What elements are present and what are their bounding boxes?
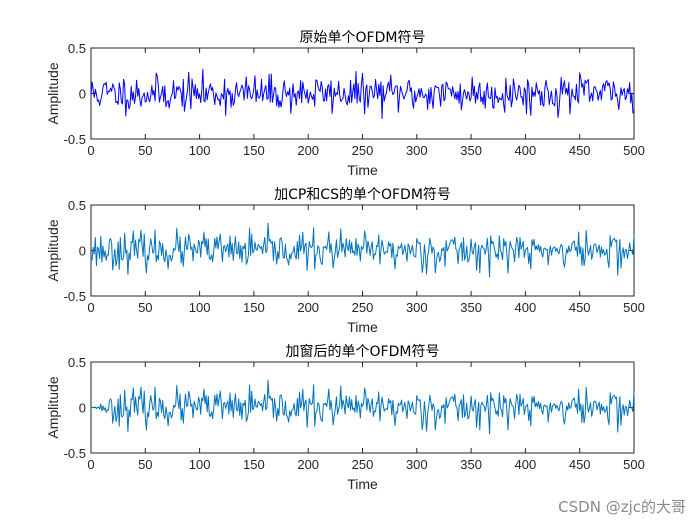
- x-tick-label: 300: [406, 457, 428, 472]
- x-tick-label: 0: [87, 300, 94, 315]
- x-tick-label: 200: [297, 143, 319, 158]
- x-tick-label: 200: [297, 300, 319, 315]
- x-tick-label: 500: [623, 300, 645, 315]
- x-tick-label: 300: [406, 300, 428, 315]
- series-line: [90, 68, 635, 119]
- chart-title: 原始单个OFDM符号: [300, 30, 426, 46]
- subplot-3: 加窗后的单个OFDM符号 0 50 100 150 200 250 300 350 400 450 5…: [45, 343, 645, 492]
- x-tick-label: 250: [352, 300, 374, 315]
- x-tick-label: 150: [243, 457, 265, 472]
- y-axis-label: Amplitude: [45, 219, 61, 281]
- x-tick-label: 450: [569, 143, 591, 158]
- x-axis-label: Time: [347, 162, 378, 178]
- x-tick-label: 200: [297, 457, 319, 472]
- x-tick-label: 150: [243, 300, 265, 315]
- subplot-1: 原始单个OFDM符号 0 50 100 150 200 250 300 350 400 450 500…: [45, 30, 645, 178]
- y-tick-label: 0.5: [68, 198, 86, 213]
- x-tick-label: 400: [515, 300, 537, 315]
- x-tick-label: 400: [515, 457, 537, 472]
- y-axis-label: Amplitude: [45, 376, 61, 438]
- y-tick-label: 0.5: [68, 41, 86, 56]
- x-tick-label: 100: [189, 457, 211, 472]
- x-tick-label: 50: [138, 300, 152, 315]
- series-line: [90, 379, 635, 435]
- chart-title: 加窗后的单个OFDM符号: [286, 343, 440, 360]
- x-tick-label: 450: [569, 300, 591, 315]
- y-tick-label: 0.5: [68, 355, 86, 370]
- x-tick-label: 300: [406, 143, 428, 158]
- x-tick-label: 500: [623, 143, 645, 158]
- y-tick-label: 0: [79, 401, 86, 416]
- x-tick-label: 100: [189, 143, 211, 158]
- x-tick-label: 400: [515, 143, 537, 158]
- x-axis-label: Time: [347, 319, 378, 335]
- x-tick-label: 500: [623, 457, 645, 472]
- chart-title: 加CP和CS的单个OFDM符号: [274, 187, 451, 203]
- x-axis-label: Time: [347, 476, 378, 492]
- x-tick-label: 0: [87, 143, 94, 158]
- watermark: CSDN @zjc的大哥: [558, 498, 686, 516]
- y-tick-label: 0: [79, 244, 86, 259]
- y-tick-label: -0.5: [64, 289, 86, 304]
- x-tick-label: 150: [243, 143, 265, 158]
- x-tick-label: 0: [87, 457, 94, 472]
- x-tick-label: 250: [352, 457, 374, 472]
- x-tick-label: 350: [460, 143, 482, 158]
- y-tick-label: -0.5: [64, 132, 86, 147]
- x-tick-label: 350: [460, 300, 482, 315]
- x-tick-label: 250: [352, 143, 374, 158]
- x-tick-label: 50: [138, 457, 152, 472]
- subplot-2: 加CP和CS的单个OFDM符号 0 50 100 150 200 250 300 350 400 4…: [45, 187, 645, 335]
- x-tick-label: 450: [569, 457, 591, 472]
- y-axis-label: Amplitude: [45, 62, 61, 124]
- series-line: [90, 222, 635, 278]
- x-tick-label: 350: [460, 457, 482, 472]
- x-tick-label: 100: [189, 300, 211, 315]
- y-tick-label: 0: [79, 87, 86, 102]
- x-tick-label: 50: [138, 143, 152, 158]
- y-tick-label: -0.5: [64, 446, 86, 461]
